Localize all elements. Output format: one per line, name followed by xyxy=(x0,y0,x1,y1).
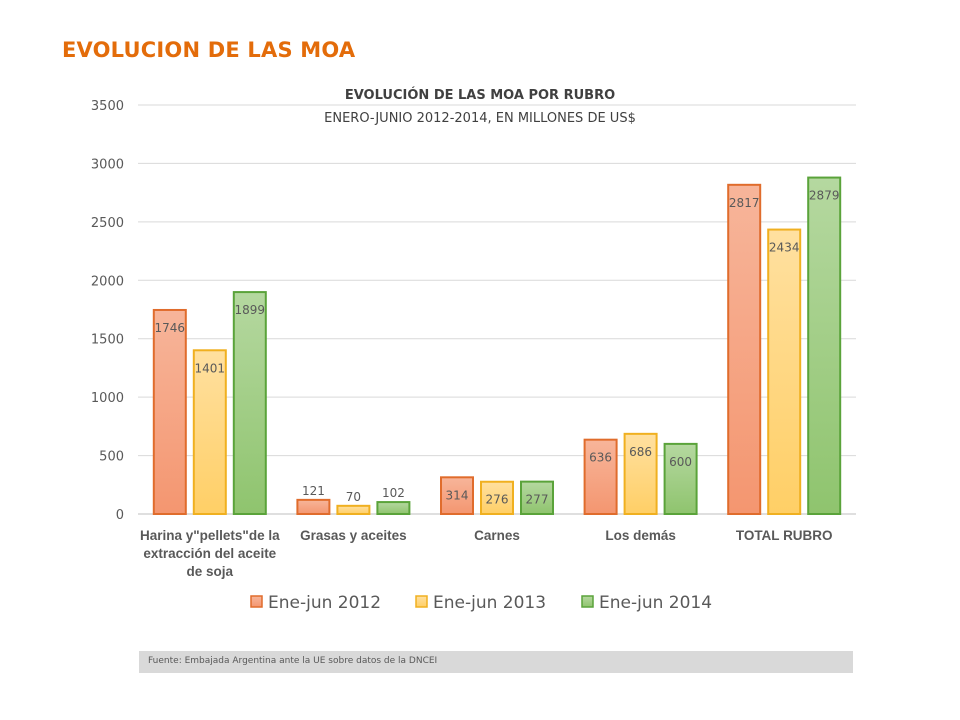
data-label: 636 xyxy=(589,451,612,465)
y-tick-label: 500 xyxy=(99,450,124,465)
x-tick-label: Carnes xyxy=(474,528,520,543)
bar xyxy=(767,228,802,516)
data-label: 600 xyxy=(669,455,692,469)
data-label: 1899 xyxy=(235,303,266,317)
chart-subtitle: ENERO-JUNIO 2012-2014, EN MILLONES DE US… xyxy=(324,111,636,126)
data-label: 2879 xyxy=(809,189,840,203)
legend-swatch xyxy=(581,595,594,608)
bar xyxy=(623,432,658,515)
y-tick-label: 1000 xyxy=(91,391,124,406)
y-tick-label: 0 xyxy=(116,508,124,523)
legend-swatch xyxy=(250,595,263,608)
x-tick-label: Grasas y aceites xyxy=(300,528,407,543)
y-tick-label: 2000 xyxy=(91,274,124,289)
bar xyxy=(440,476,474,515)
bar xyxy=(336,504,371,516)
chart-title: EVOLUCIÓN DE LAS MOA POR RUBRO xyxy=(345,87,615,103)
bar xyxy=(192,349,227,515)
bar xyxy=(296,498,331,516)
bar xyxy=(663,442,698,515)
data-label: 2817 xyxy=(729,196,760,210)
data-label: 276 xyxy=(486,493,509,507)
data-label: 70 xyxy=(346,490,361,504)
slide-title: EVOLUCION DE LAS MOA xyxy=(62,38,356,62)
bar xyxy=(520,480,554,516)
source-bar: Fuente: Embajada Argentina ante la UE so… xyxy=(139,651,853,673)
legend-label: Ene-jun 2012 xyxy=(268,593,381,613)
legend-label: Ene-jun 2014 xyxy=(599,593,712,613)
data-label: 277 xyxy=(526,493,549,507)
data-label: 121 xyxy=(302,484,325,498)
data-label: 314 xyxy=(446,488,469,502)
x-tick-label: Los demás xyxy=(605,528,676,543)
x-tick-label: Harina y"pellets"de la extracción del ace… xyxy=(140,528,280,579)
bar xyxy=(583,438,618,516)
bar xyxy=(232,291,267,515)
y-tick-label: 3000 xyxy=(91,157,124,172)
data-label: 686 xyxy=(629,445,652,459)
y-tick-label: 3500 xyxy=(91,99,124,114)
y-tick-label: 1500 xyxy=(91,333,124,348)
x-tick-label: TOTAL RUBRO xyxy=(736,528,833,543)
bar xyxy=(152,308,187,516)
legend-swatch xyxy=(415,595,428,608)
data-label: 2434 xyxy=(769,241,800,255)
legend-label: Ene-jun 2013 xyxy=(433,593,546,613)
bar xyxy=(376,501,411,515)
bar xyxy=(480,480,514,516)
source-note: Fuente: Embajada Argentina ante la UE so… xyxy=(148,656,438,666)
data-label: 102 xyxy=(382,486,405,500)
data-label: 1746 xyxy=(155,321,186,335)
bar xyxy=(727,183,762,516)
y-tick-label: 2500 xyxy=(91,216,124,231)
bar xyxy=(807,176,842,515)
data-label: 1401 xyxy=(195,361,226,375)
